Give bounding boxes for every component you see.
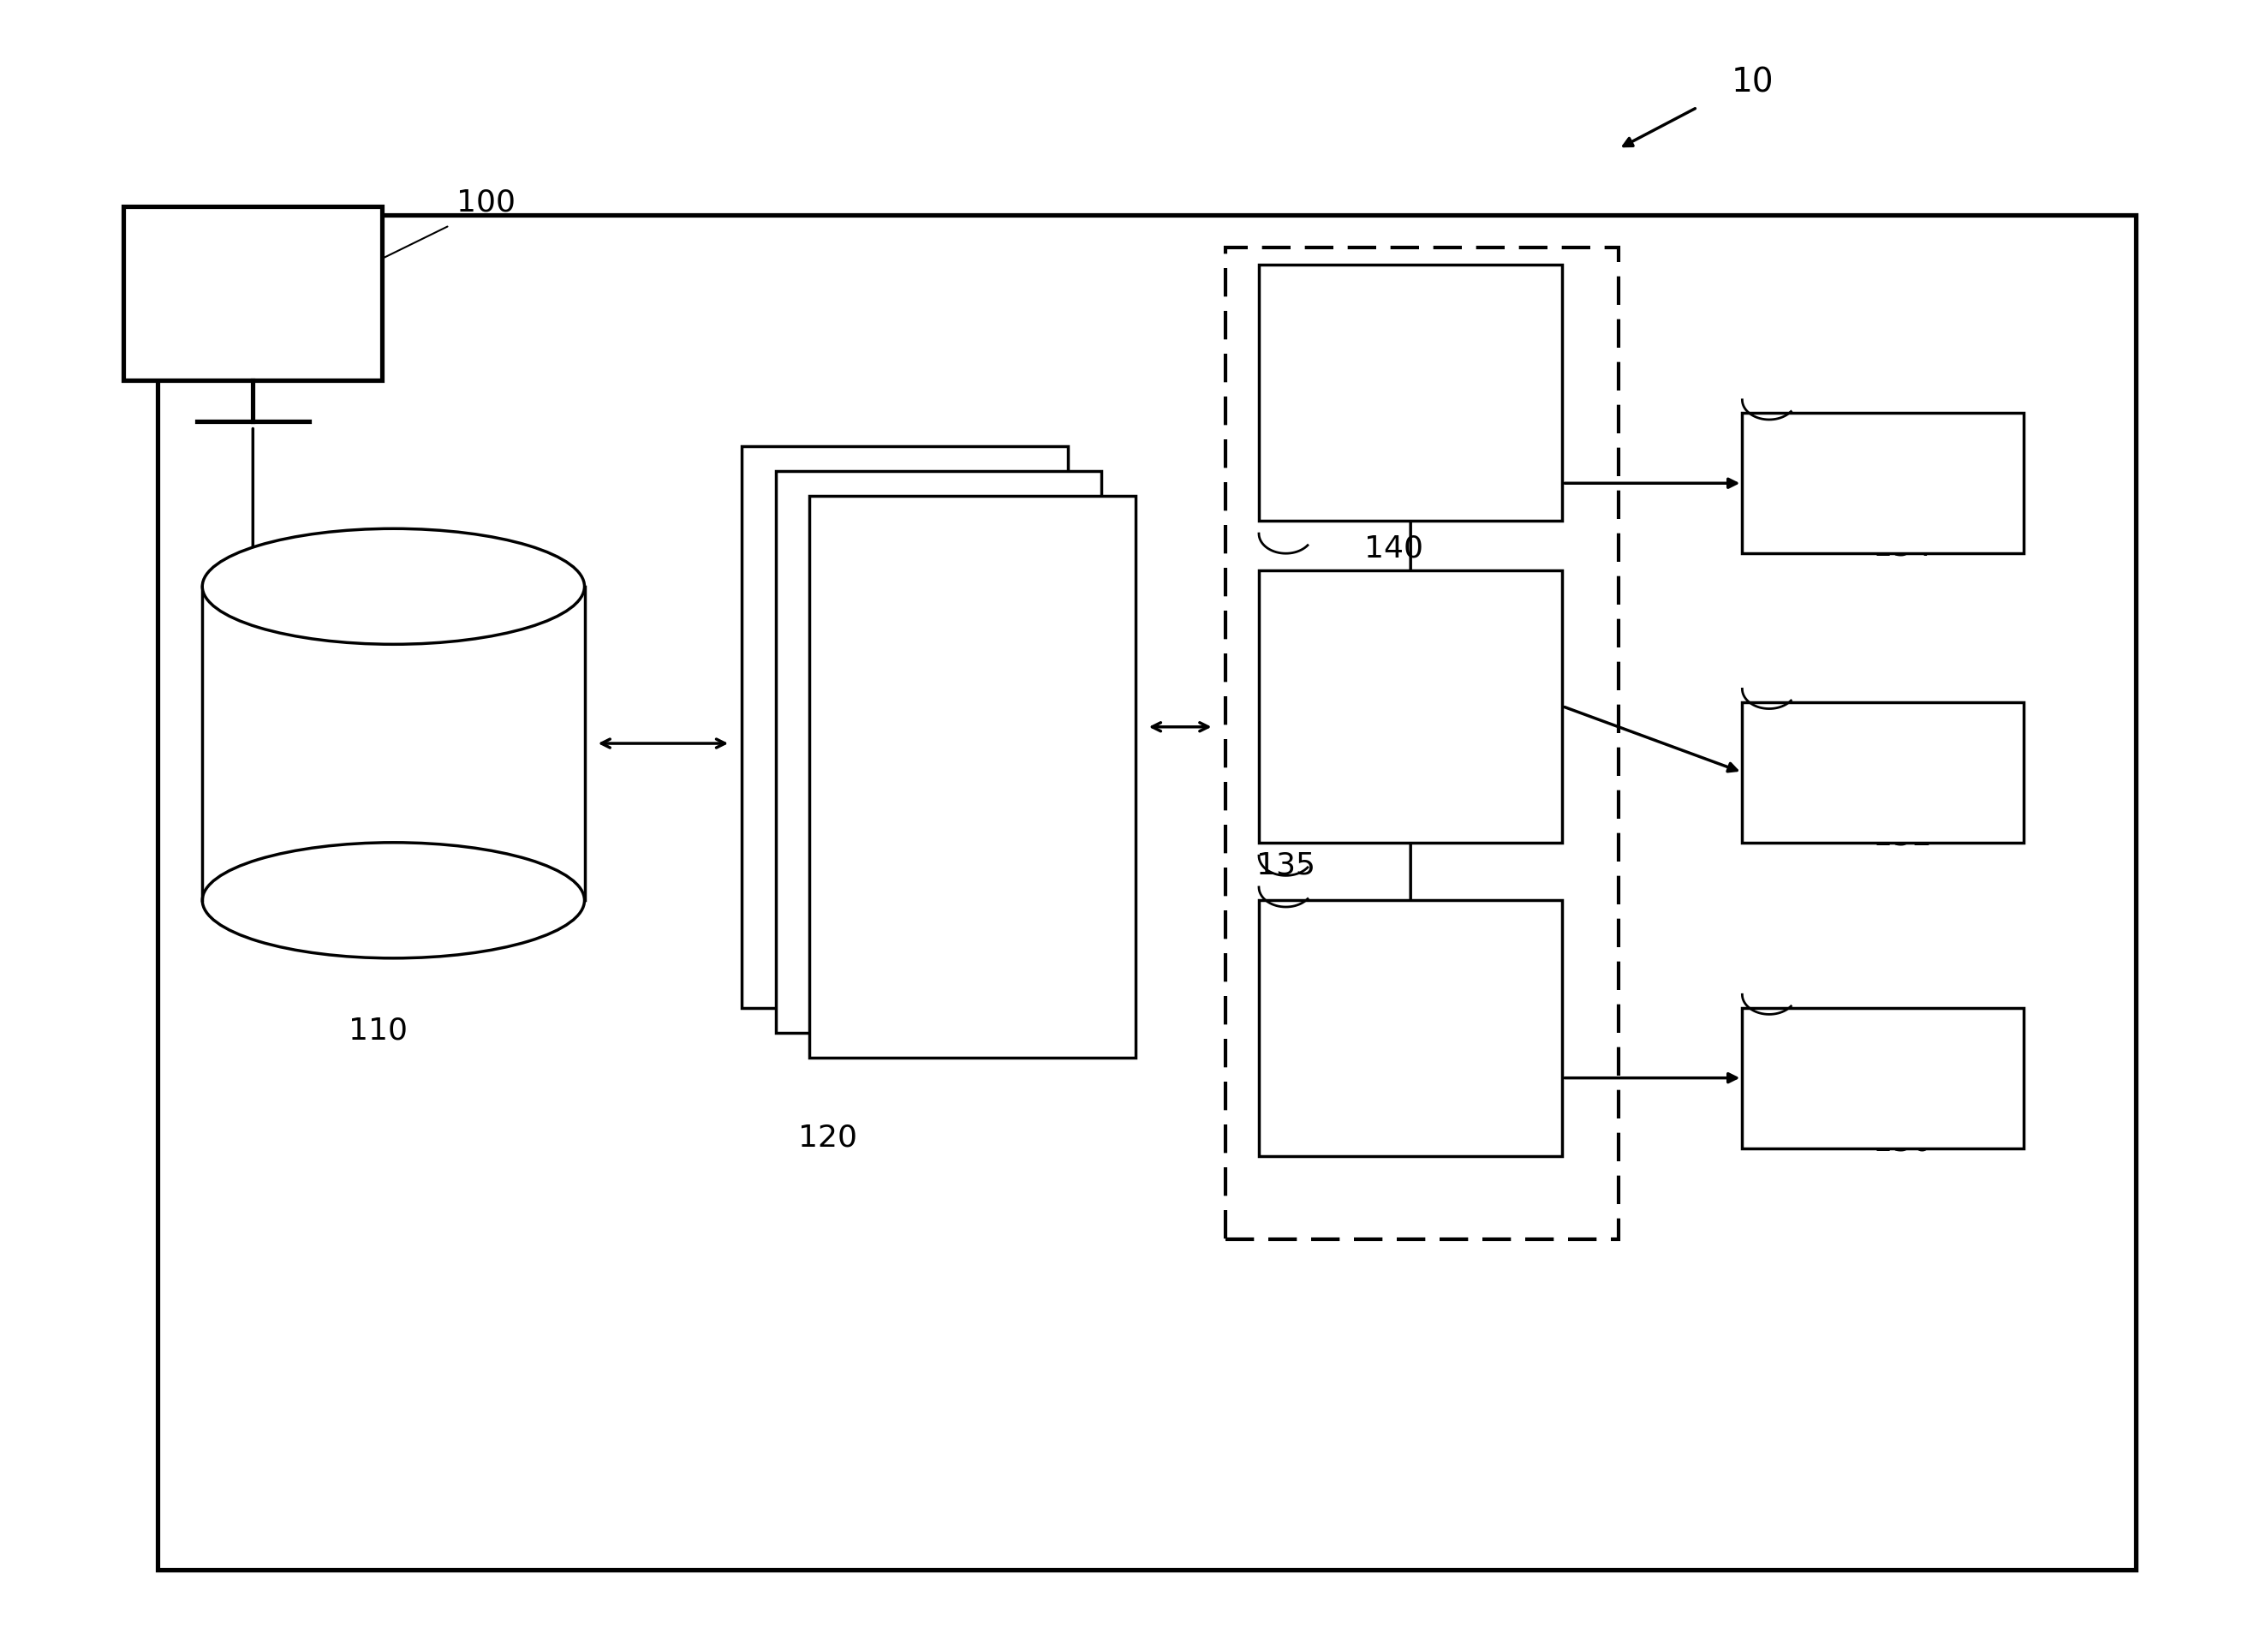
FancyBboxPatch shape: [776, 471, 1102, 1032]
Text: 154: 154: [1873, 532, 1931, 562]
Text: 130: 130: [1371, 1127, 1430, 1156]
FancyBboxPatch shape: [1259, 900, 1562, 1156]
Text: 140: 140: [1365, 534, 1423, 563]
Ellipse shape: [202, 843, 584, 958]
Text: 150: 150: [1873, 1127, 1931, 1156]
FancyBboxPatch shape: [124, 206, 382, 380]
FancyBboxPatch shape: [1742, 1008, 2023, 1148]
FancyBboxPatch shape: [809, 496, 1135, 1057]
Text: 110: 110: [348, 1016, 407, 1046]
FancyBboxPatch shape: [1259, 570, 1562, 843]
Text: 120: 120: [798, 1123, 856, 1153]
Text: 152: 152: [1873, 821, 1931, 851]
FancyBboxPatch shape: [742, 446, 1068, 1008]
FancyBboxPatch shape: [1742, 413, 2023, 553]
Ellipse shape: [202, 529, 584, 644]
FancyBboxPatch shape: [202, 586, 584, 900]
Text: 10: 10: [1731, 66, 1774, 99]
FancyBboxPatch shape: [1742, 702, 2023, 843]
FancyBboxPatch shape: [157, 215, 2136, 1569]
FancyBboxPatch shape: [1259, 264, 1562, 520]
Text: 135: 135: [1257, 851, 1315, 881]
Text: 100: 100: [456, 188, 515, 216]
